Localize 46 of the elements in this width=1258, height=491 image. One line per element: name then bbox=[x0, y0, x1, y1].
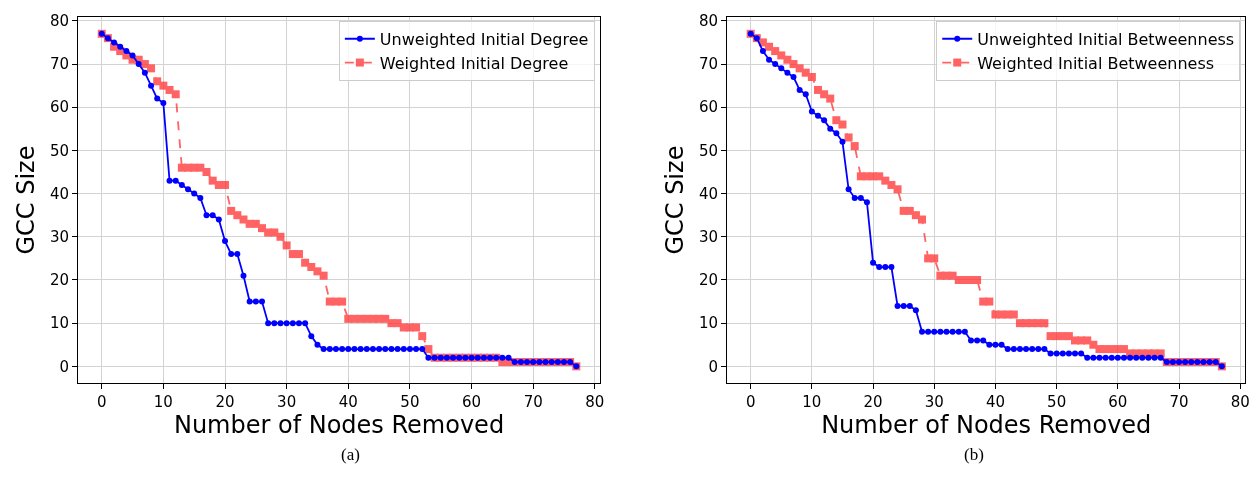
x-tick-label: 0 bbox=[745, 392, 756, 411]
y-axis-title: GCC Size bbox=[12, 145, 40, 255]
x-tick-label: 80 bbox=[585, 392, 605, 411]
x-axis-title: Number of Nodes Removed bbox=[173, 411, 505, 440]
y-tick-label: 10 bbox=[49, 314, 69, 333]
x-tick-label: 20 bbox=[215, 392, 235, 411]
y-axis-title: GCC Size bbox=[661, 145, 690, 255]
y-tick-label: 20 bbox=[49, 271, 69, 290]
y-tick-label: 0 bbox=[59, 357, 69, 376]
y-tick-label: 60 bbox=[49, 98, 69, 117]
y-tick-label: 50 bbox=[49, 141, 69, 160]
text: (a) bbox=[341, 445, 360, 464]
y-tick-label: 80 bbox=[49, 12, 69, 31]
x-tick-label: 60 bbox=[462, 392, 482, 411]
x-tick-label: 50 bbox=[1047, 392, 1067, 411]
y-tick-label: 70 bbox=[699, 55, 719, 74]
x-tick-label: 10 bbox=[153, 392, 173, 411]
y-tick-label: 20 bbox=[699, 271, 719, 290]
y-tick-label: 80 bbox=[699, 12, 719, 31]
x-tick-label: 70 bbox=[1169, 392, 1189, 411]
legend-label: Weighted Initial Degree bbox=[379, 53, 569, 73]
y-tick-label: 40 bbox=[699, 184, 719, 203]
y-tick-label: 40 bbox=[49, 184, 69, 203]
x-tick-label: 30 bbox=[277, 392, 297, 411]
y-tick-label: 60 bbox=[699, 98, 719, 117]
x-tick-label: 20 bbox=[863, 392, 883, 411]
legend-label: Unweighted Initial Betweenness bbox=[977, 29, 1235, 49]
x-tick-label: 30 bbox=[924, 392, 944, 411]
x-axis-title: Number of Nodes Removed bbox=[821, 411, 1152, 440]
x-tick-label: 0 bbox=[96, 392, 107, 411]
legend-label: Weighted Initial Betweenness bbox=[977, 53, 1215, 73]
y-tick-label: 10 bbox=[699, 314, 719, 333]
legend-label: Unweighted Initial Degree bbox=[379, 29, 589, 49]
x-tick-label: 10 bbox=[802, 392, 822, 411]
text: (b) bbox=[964, 445, 984, 464]
x-tick-label: 70 bbox=[523, 392, 543, 411]
y-tick-label: 70 bbox=[49, 55, 69, 74]
y-tick-label: 30 bbox=[49, 228, 69, 247]
x-tick-label: 40 bbox=[338, 392, 358, 411]
x-tick-label: 40 bbox=[985, 392, 1005, 411]
x-tick-label: 60 bbox=[1108, 392, 1128, 411]
y-tick-label: 0 bbox=[708, 357, 719, 376]
y-tick-label: 30 bbox=[699, 228, 719, 247]
x-tick-label: 50 bbox=[400, 392, 420, 411]
x-tick-label: 80 bbox=[1230, 392, 1250, 411]
y-tick-label: 50 bbox=[699, 141, 719, 160]
